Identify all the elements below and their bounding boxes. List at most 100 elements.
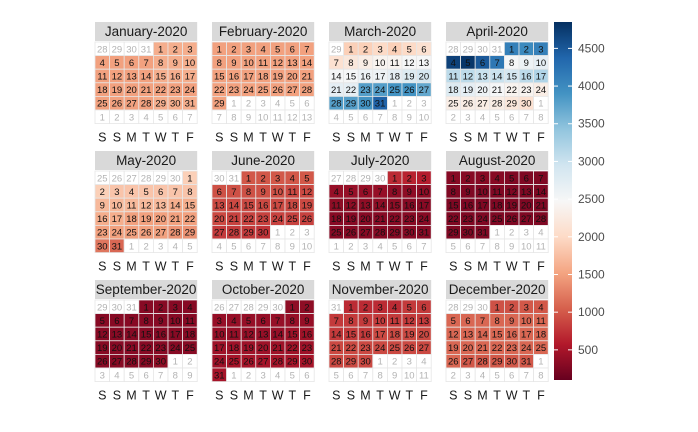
day-number: 22 [155,85,166,96]
day-number: 31 [185,99,196,110]
day-number: 7 [260,241,265,252]
day-number: 8 [538,112,543,123]
day-number: 13 [360,201,371,212]
day-number: 2 [451,112,456,123]
month-title: February-2020 [219,24,308,39]
day-number: 28 [331,99,342,110]
day-number: 31 [331,302,342,313]
day-number: 18 [126,214,137,225]
day-number: 2 [407,99,412,110]
day-number: 28 [229,228,240,239]
day-number: 7 [421,241,426,252]
day-number: 21 [229,214,240,225]
day-number: 31 [112,241,123,252]
day-number: 20 [112,343,123,354]
day-number: 4 [334,187,339,198]
day-number: 2 [348,241,353,252]
day-number: 9 [304,316,309,327]
day-number: 30 [360,99,371,110]
day-number: 6 [465,241,470,252]
day-number: 8 [348,316,353,327]
day-number: 3 [538,44,543,55]
day-number: 5 [231,241,236,252]
day-number: 13 [302,112,313,123]
day-number: 16 [97,214,108,225]
day-number: 7 [129,316,134,327]
day-number: 5 [451,316,456,327]
day-number: 7 [217,112,222,123]
weekday-label: S [113,131,121,145]
day-number: 6 [290,44,295,55]
day-number: 5 [407,302,412,313]
day-number: 23 [521,85,532,96]
day-number: 13 [126,72,137,83]
day-number: 10 [185,58,196,69]
day-number: 16 [360,72,371,83]
day-number: 27 [331,173,342,184]
day-number: 11 [492,187,502,198]
weekday-label: F [186,131,194,145]
day-number: 1 [494,302,499,313]
day-number: 6 [465,316,470,327]
day-number: 22 [346,85,357,96]
day-number: 3 [377,44,382,55]
day-number: 5 [334,370,339,381]
day-number: 15 [346,330,357,341]
day-number: 8 [538,370,543,381]
day-number: 6 [143,370,148,381]
weekday-label: S [215,260,223,274]
day-number: 12 [448,330,459,341]
day-number: 3 [187,44,192,55]
weekday-label: F [303,260,311,274]
day-number: 23 [404,214,415,225]
day-number: 1 [246,173,251,184]
weekday-label: T [288,389,296,403]
weekday-label: S [113,260,121,274]
day-number: 10 [419,187,430,198]
day-number: 12 [302,187,313,198]
day-number: 28 [492,99,503,110]
weekday-label: S [98,260,106,274]
day-number: 29 [214,99,225,110]
day-number: 9 [100,201,105,212]
day-number: 30 [126,44,137,55]
day-number: 9 [465,187,470,198]
day-number: 11 [258,58,268,69]
day-number: 23 [360,343,371,354]
day-number: 2 [173,44,178,55]
day-number: 29 [185,228,196,239]
colorbar-tick-label: 3500 [578,117,605,131]
day-number: 27 [477,99,488,110]
colorbar-tick-label: 500 [578,343,598,357]
day-number: 6 [407,241,412,252]
day-number: 27 [419,343,430,354]
day-number: 30 [477,302,488,313]
day-number: 1 [348,44,353,55]
day-number: 1 [173,357,178,368]
day-number: 10 [272,187,283,198]
day-number: 24 [477,214,488,225]
day-number: 7 [304,44,309,55]
day-number: 24 [243,85,254,96]
month-title-strip [95,280,198,299]
day-number: 2 [363,44,368,55]
day-number: 11 [97,72,107,83]
day-number: 5 [114,58,119,69]
day-number: 10 [536,58,547,69]
weekday-label: T [522,389,530,403]
day-number: 23 [360,85,371,96]
day-number: 22 [389,214,400,225]
weekday-label: S [464,389,472,403]
day-number: 26 [302,214,313,225]
day-number: 30 [214,173,225,184]
day-number: 7 [524,370,529,381]
day-number: 5 [129,370,134,381]
day-number: 17 [170,330,181,341]
day-number: 3 [129,112,134,123]
day-number: 29 [97,302,108,313]
day-number: 24 [521,343,532,354]
day-number: 7 [158,370,163,381]
day-number: 14 [141,72,152,83]
